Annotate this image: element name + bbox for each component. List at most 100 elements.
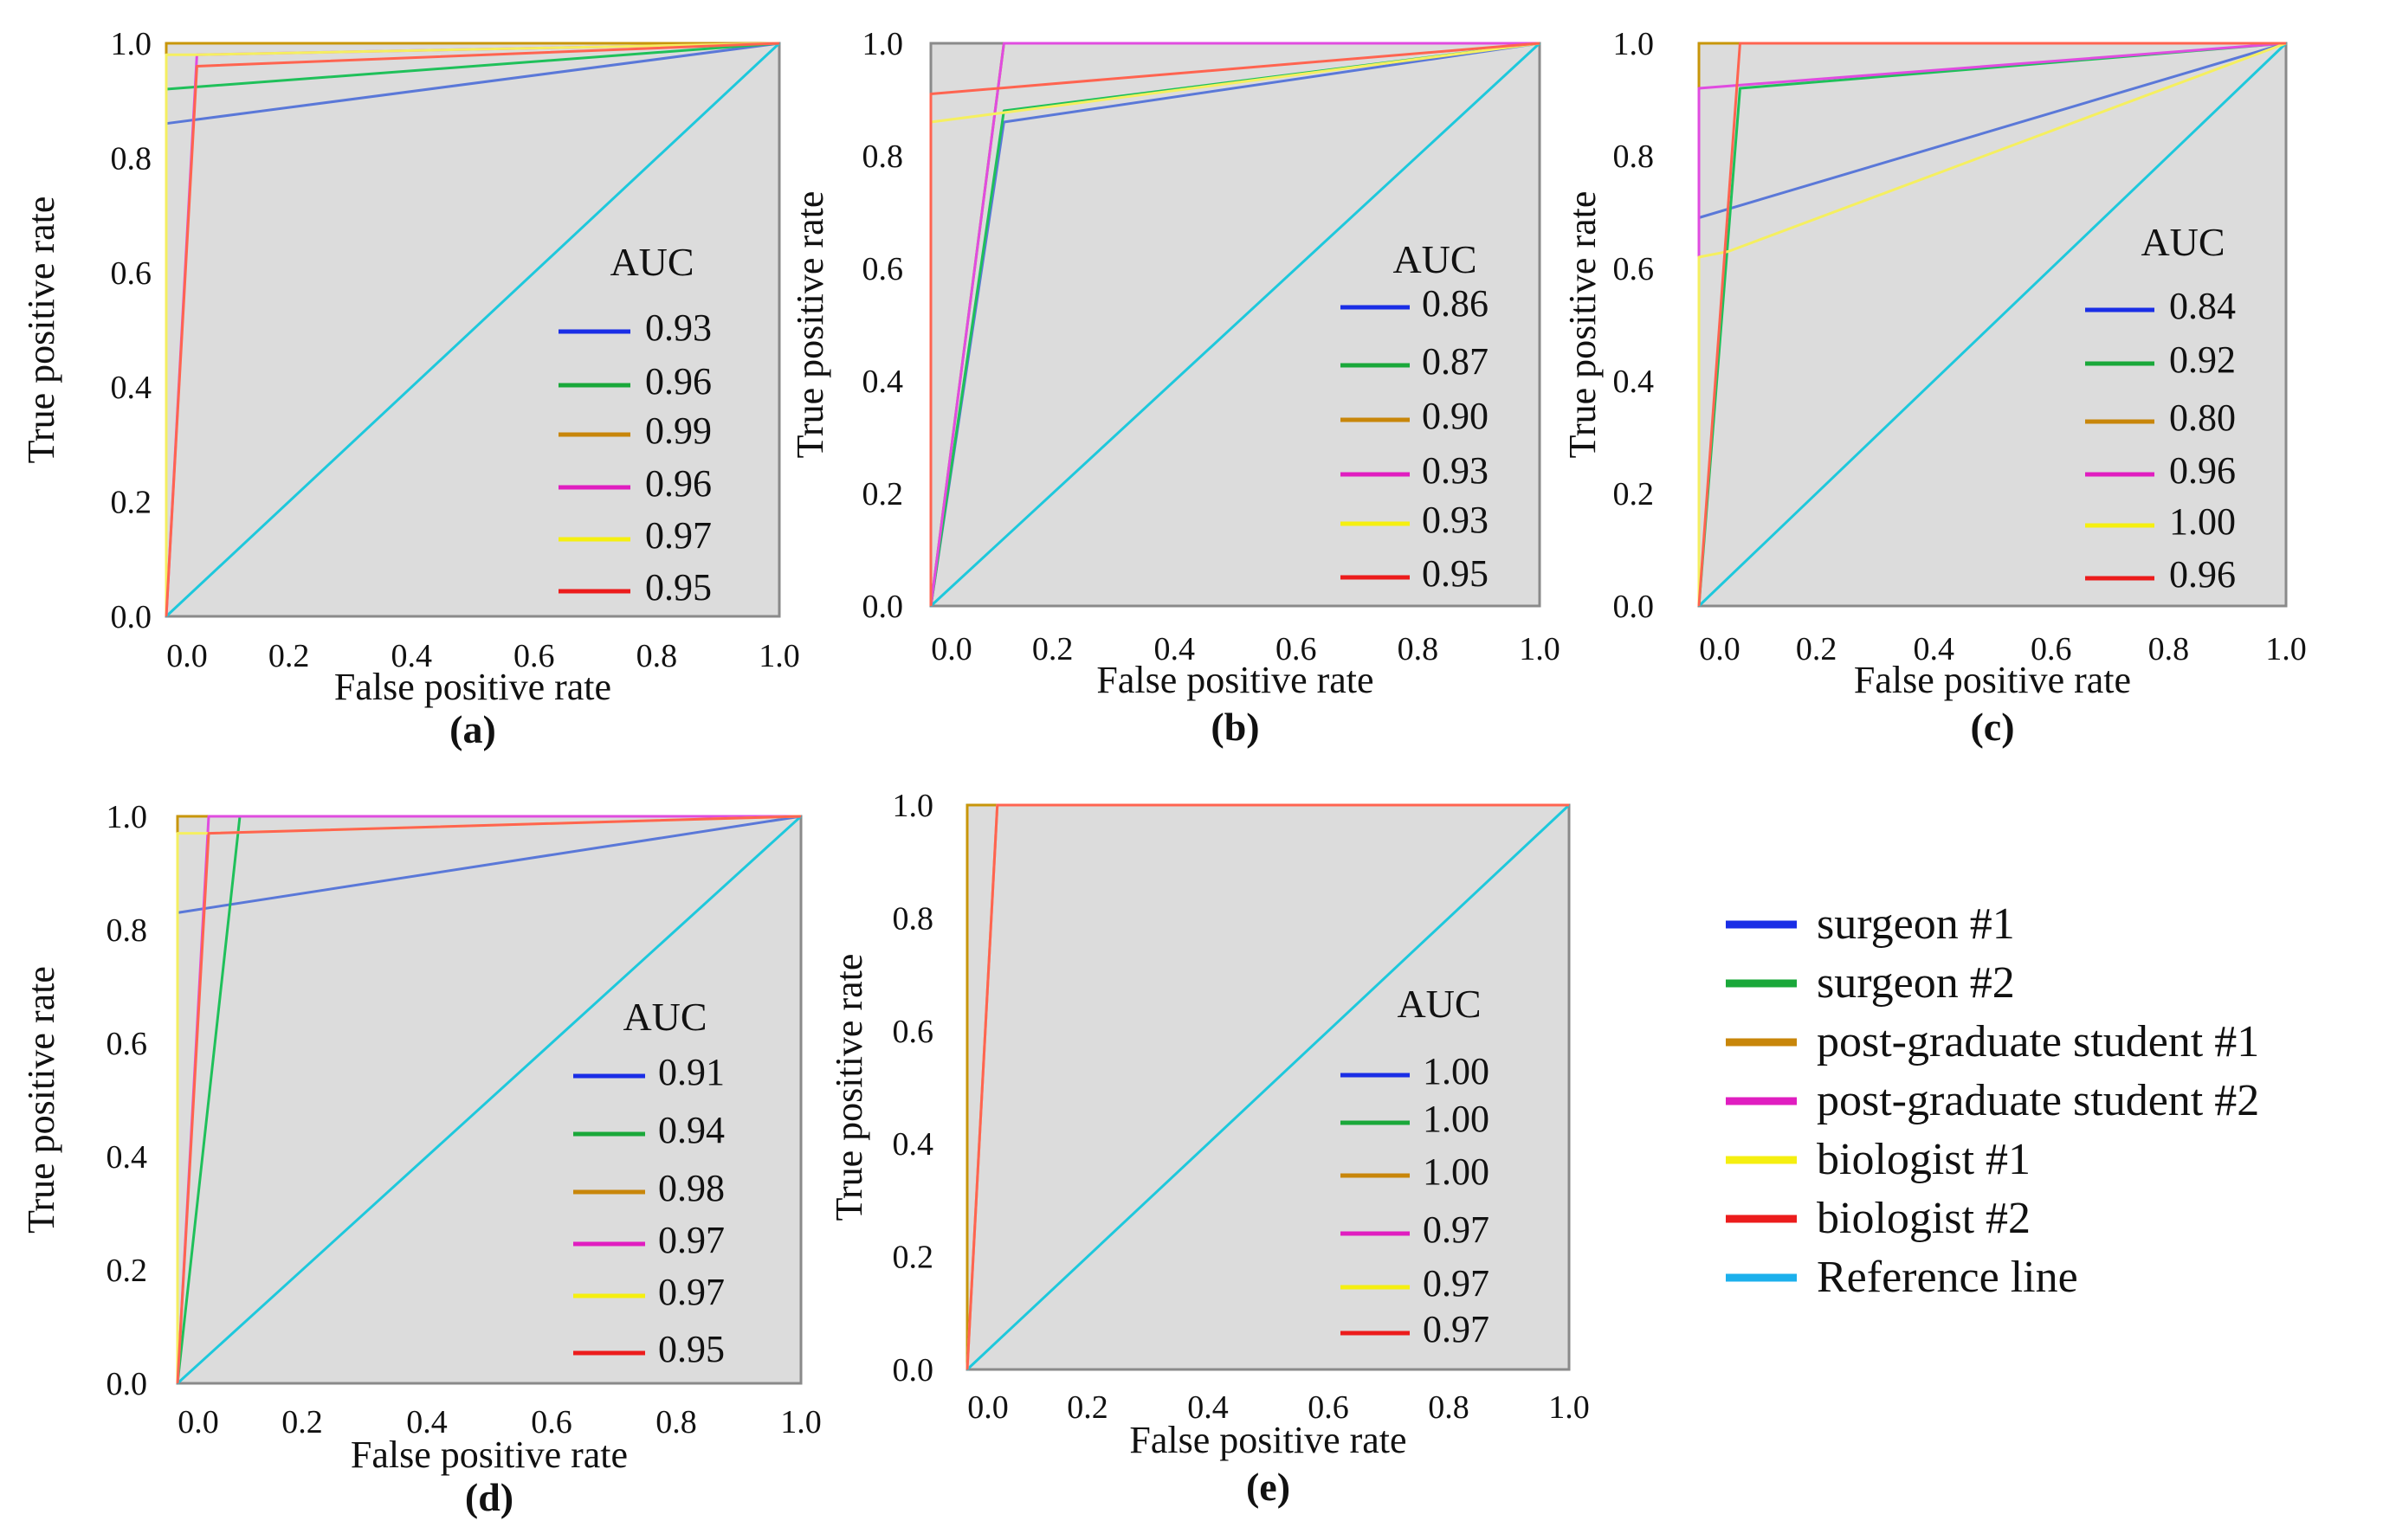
y-tick-label: 0.2 — [107, 1253, 148, 1289]
roc-panel-3: 0.0 0.2 0.4 0.6 0.8 1.0 0.0 0.2 0.4 0.6 0.8 1.0 Fals… — [1561, 26, 2307, 749]
x-tick-label: 0.2 — [1796, 631, 1837, 667]
y-axis-title: True positive rate — [20, 197, 62, 464]
y-axis-title: True positive rate — [20, 966, 62, 1234]
roc-panel-2: 0.0 0.2 0.4 0.6 0.8 1.0 0.0 0.2 0.4 0.6 0.8 1.0 Fals… — [789, 26, 1560, 749]
y-tick-label: 0.6 — [893, 1014, 934, 1050]
y-tick-label: 1.0 — [107, 799, 148, 835]
y-tick-label: 0.6 — [107, 1026, 148, 1062]
x-tick-label: 0.4 — [1153, 631, 1195, 667]
auc-value-6: 0.95 — [645, 566, 712, 609]
reference-line — [176, 815, 803, 1385]
y-tick-label: 1.0 — [893, 788, 934, 824]
auc-value-5: 0.93 — [1422, 499, 1489, 541]
roc-curve-6 — [965, 803, 1569, 1370]
figure-legend: surgeon #1 surgeon #2 post-graduate studen… — [1726, 899, 2259, 1302]
x-tick-label: 0.0 — [166, 638, 208, 674]
y-tick-label: 0.8 — [862, 139, 904, 175]
x-tick-label: 0.0 — [931, 631, 972, 667]
auc-value-3: 0.98 — [658, 1167, 725, 1209]
x-tick-label: 0.4 — [1187, 1389, 1229, 1426]
roc-curve-6 — [176, 815, 802, 1384]
y-tick-label: 0.4 — [107, 1139, 148, 1176]
y-tick-label: 0.8 — [893, 900, 934, 937]
y-tick-label: 0.8 — [111, 140, 152, 177]
y-axis-title: True positive rate — [1561, 191, 1604, 459]
auc-value-1: 0.84 — [2169, 285, 2236, 327]
auc-value-1: 1.00 — [1423, 1050, 1489, 1092]
auc-value-4: 0.96 — [645, 462, 712, 505]
legend-label: biologist #2 — [1817, 1194, 2031, 1243]
auc-title: AUC — [1397, 982, 1481, 1026]
x-tick-label: 0.2 — [1032, 631, 1074, 667]
reference-line — [965, 803, 1571, 1371]
x-axis-title: False positive rate — [1096, 659, 1373, 701]
y-tick-label: 0.4 — [111, 370, 152, 406]
x-tick-label: 1.0 — [2265, 631, 2307, 667]
auc-title: AUC — [2141, 220, 2225, 264]
y-axis-title: True positive rate — [789, 191, 831, 459]
roc-curve-6 — [929, 42, 1540, 606]
x-tick-label: 0.4 — [406, 1404, 448, 1440]
x-tick-label: 0.8 — [655, 1404, 697, 1440]
roc-curve-5 — [1697, 42, 2287, 606]
y-tick-label: 0.6 — [1613, 251, 1655, 287]
x-tick-label: 0.8 — [1398, 631, 1439, 667]
y-tick-label: 1.0 — [111, 26, 152, 62]
auc-value-5: 1.00 — [2169, 500, 2236, 543]
x-axis-title: False positive rate — [1129, 1419, 1406, 1461]
legend-label: surgeon #1 — [1817, 899, 2015, 949]
y-tick-label: 0.8 — [107, 912, 148, 949]
roc-panels: 0.0 0.2 0.4 0.6 0.8 1.0 0.0 0.2 0.4 0.6 0.8 1.0 Fals… — [20, 26, 2307, 1519]
auc-value-4: 0.97 — [658, 1219, 725, 1261]
legend-entry-4: post-graduate student #2 — [1726, 1076, 2259, 1125]
panel-label: (d) — [465, 1475, 513, 1519]
auc-value-6: 0.95 — [658, 1328, 725, 1370]
legend-label: Reference line — [1817, 1253, 2078, 1302]
panel-label: (e) — [1246, 1465, 1290, 1509]
auc-value-3: 0.99 — [645, 409, 712, 452]
auc-value-6: 0.96 — [2169, 553, 2236, 596]
x-axis-title: False positive rate — [1854, 659, 2131, 701]
x-tick-label: 0.2 — [1067, 1389, 1108, 1426]
roc-curve-4 — [929, 42, 1540, 607]
auc-title: AUC — [623, 995, 707, 1039]
x-tick-label: 0.8 — [1428, 1389, 1469, 1426]
x-tick-label: 0.8 — [636, 638, 678, 674]
x-tick-label: 0.8 — [2148, 631, 2190, 667]
legend-label: post-graduate student #1 — [1817, 1017, 2259, 1066]
auc-value-3: 0.90 — [1422, 395, 1489, 437]
x-tick-label: 0.0 — [178, 1404, 219, 1440]
legend-label: biologist #1 — [1817, 1135, 2031, 1184]
y-tick-label: 0.2 — [893, 1240, 934, 1276]
x-axis-title: False positive rate — [351, 1434, 628, 1476]
y-tick-label: 1.0 — [862, 26, 904, 62]
panel-label: (b) — [1211, 705, 1259, 749]
y-tick-label: 0.2 — [111, 485, 152, 521]
legend-entry-1: surgeon #1 — [1726, 899, 2015, 949]
x-tick-label: 0.4 — [391, 638, 432, 674]
legend-entry-2: surgeon #2 — [1726, 958, 2015, 1008]
auc-title: AUC — [610, 240, 694, 284]
x-tick-label: 1.0 — [1519, 631, 1560, 667]
x-tick-label: 0.2 — [281, 1404, 323, 1440]
auc-value-1: 0.91 — [658, 1051, 725, 1093]
auc-value-2: 0.92 — [2169, 338, 2236, 381]
auc-value-2: 0.87 — [1422, 340, 1489, 383]
auc-value-2: 1.00 — [1423, 1098, 1489, 1140]
auc-value-4: 0.97 — [1423, 1208, 1489, 1251]
auc-value-3: 1.00 — [1423, 1150, 1489, 1193]
x-tick-label: 0.4 — [1913, 631, 1954, 667]
x-tick-label: 1.0 — [780, 1404, 822, 1440]
auc-value-1: 0.93 — [645, 306, 712, 349]
auc-value-3: 0.80 — [2169, 396, 2236, 439]
y-tick-label: 0.4 — [862, 364, 904, 400]
reference-line — [1697, 42, 2288, 608]
y-tick-label: 0.0 — [111, 599, 152, 635]
auc-value-4: 0.93 — [1422, 449, 1489, 492]
x-axis-title: False positive rate — [334, 666, 611, 708]
auc-value-5: 0.97 — [1423, 1262, 1489, 1305]
y-tick-label: 0.8 — [1613, 139, 1655, 175]
